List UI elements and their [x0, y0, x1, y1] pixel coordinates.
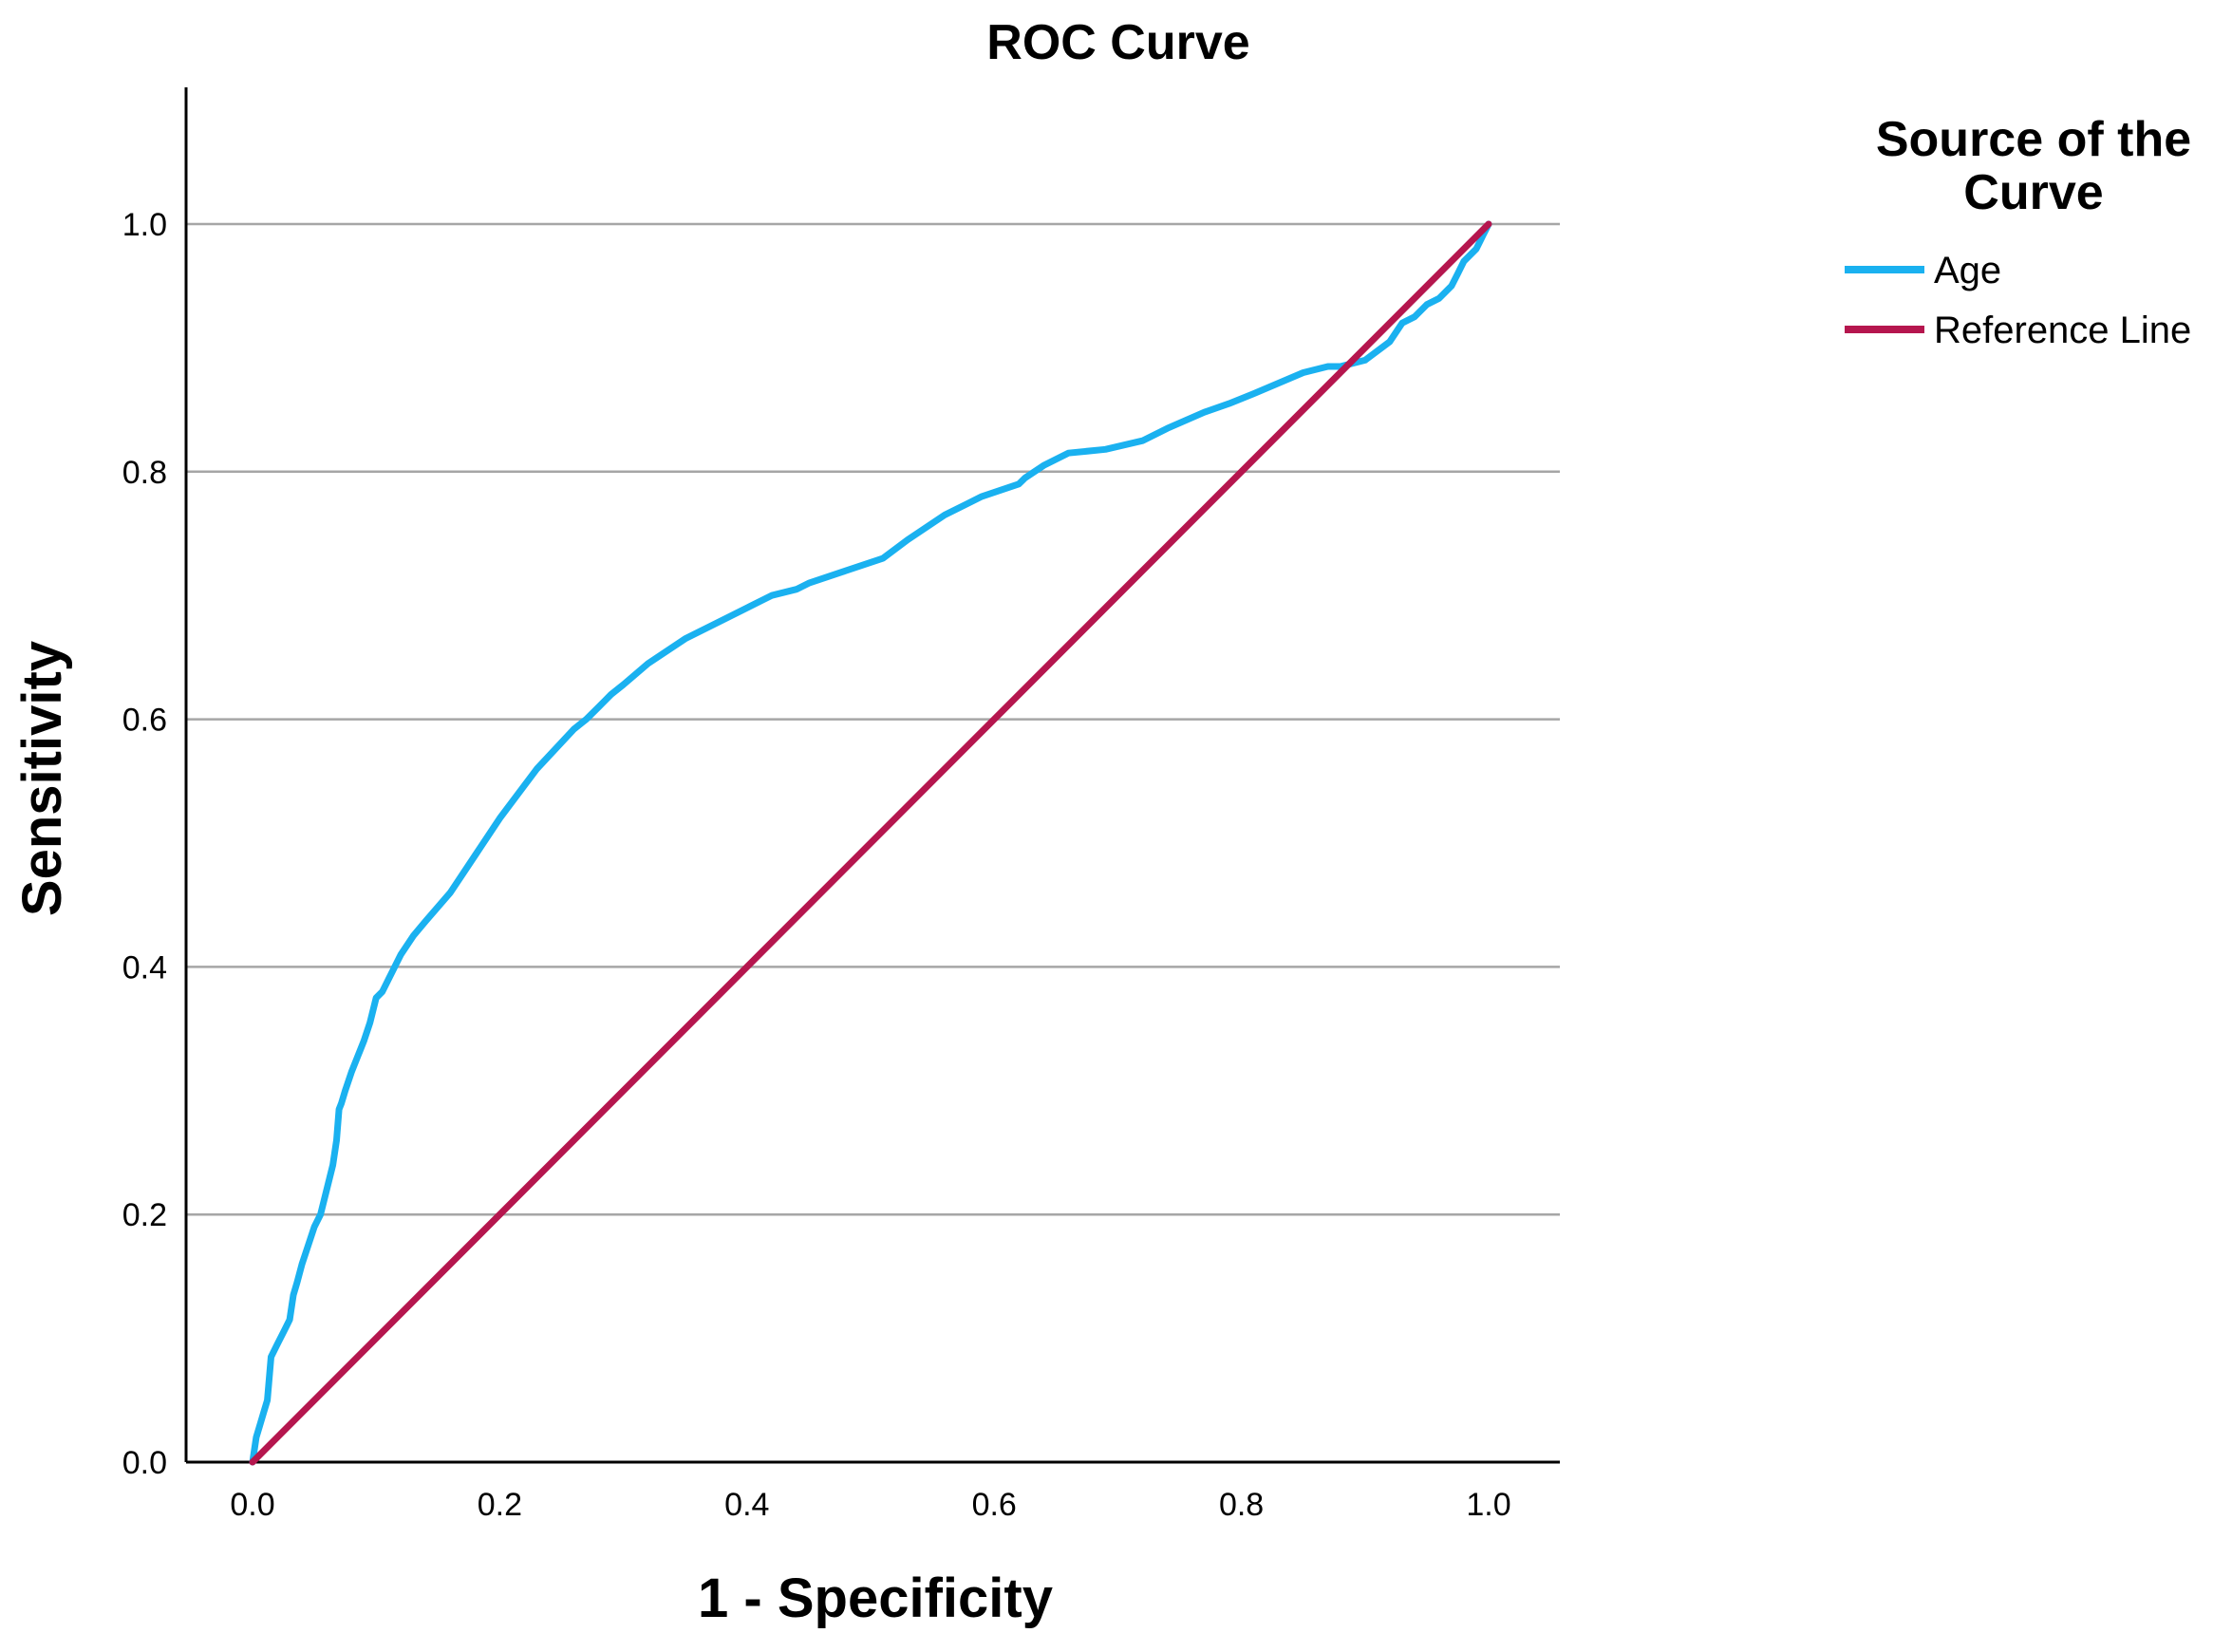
gridlines [186, 222, 1560, 1216]
legend-label-reference-line: Reference Line [1934, 310, 2191, 351]
y-tick-label: 0.8 [122, 455, 167, 491]
x-tick-label: 0.8 [1219, 1487, 1264, 1523]
y-axis-title: Sensitivity [11, 641, 73, 916]
x-tick-label: 0.2 [478, 1487, 522, 1523]
legend-title-line-1: Source of the [1876, 112, 2191, 167]
legend-entries: Age Reference Line [1845, 250, 2191, 351]
x-axis-title: 1 - Specificity [698, 1568, 1053, 1629]
axes [184, 87, 1560, 1464]
y-tick-label: 0.0 [122, 1445, 167, 1481]
x-tick-label: 0.0 [230, 1487, 274, 1523]
y-tick-label: 1.0 [122, 207, 167, 243]
legend-title-line-2: Curve [1963, 165, 2103, 220]
legend-item-age: Age [1845, 250, 2001, 291]
x-tick-label: 0.4 [724, 1487, 769, 1523]
x-axis-ticks: 0.0 0.2 0.4 0.6 0.8 1.0 [230, 1487, 1510, 1523]
y-tick-label: 0.6 [122, 703, 167, 739]
chart-title: ROC Curve [986, 15, 1249, 70]
y-tick-label: 0.2 [122, 1197, 167, 1233]
y-tick-label: 0.4 [122, 949, 167, 986]
legend: Source of the Curve Age Reference Line [1845, 112, 2191, 351]
legend-label-age: Age [1934, 250, 2001, 291]
series-line-reference-line [249, 220, 1492, 1466]
y-axis-ticks: 0.0 0.2 0.4 0.6 0.8 1.0 [122, 207, 167, 1481]
legend-item-reference-line: Reference Line [1845, 310, 2191, 351]
plot-series [249, 220, 1492, 1466]
x-tick-label: 1.0 [1466, 1487, 1510, 1523]
x-tick-label: 0.6 [972, 1487, 1017, 1523]
